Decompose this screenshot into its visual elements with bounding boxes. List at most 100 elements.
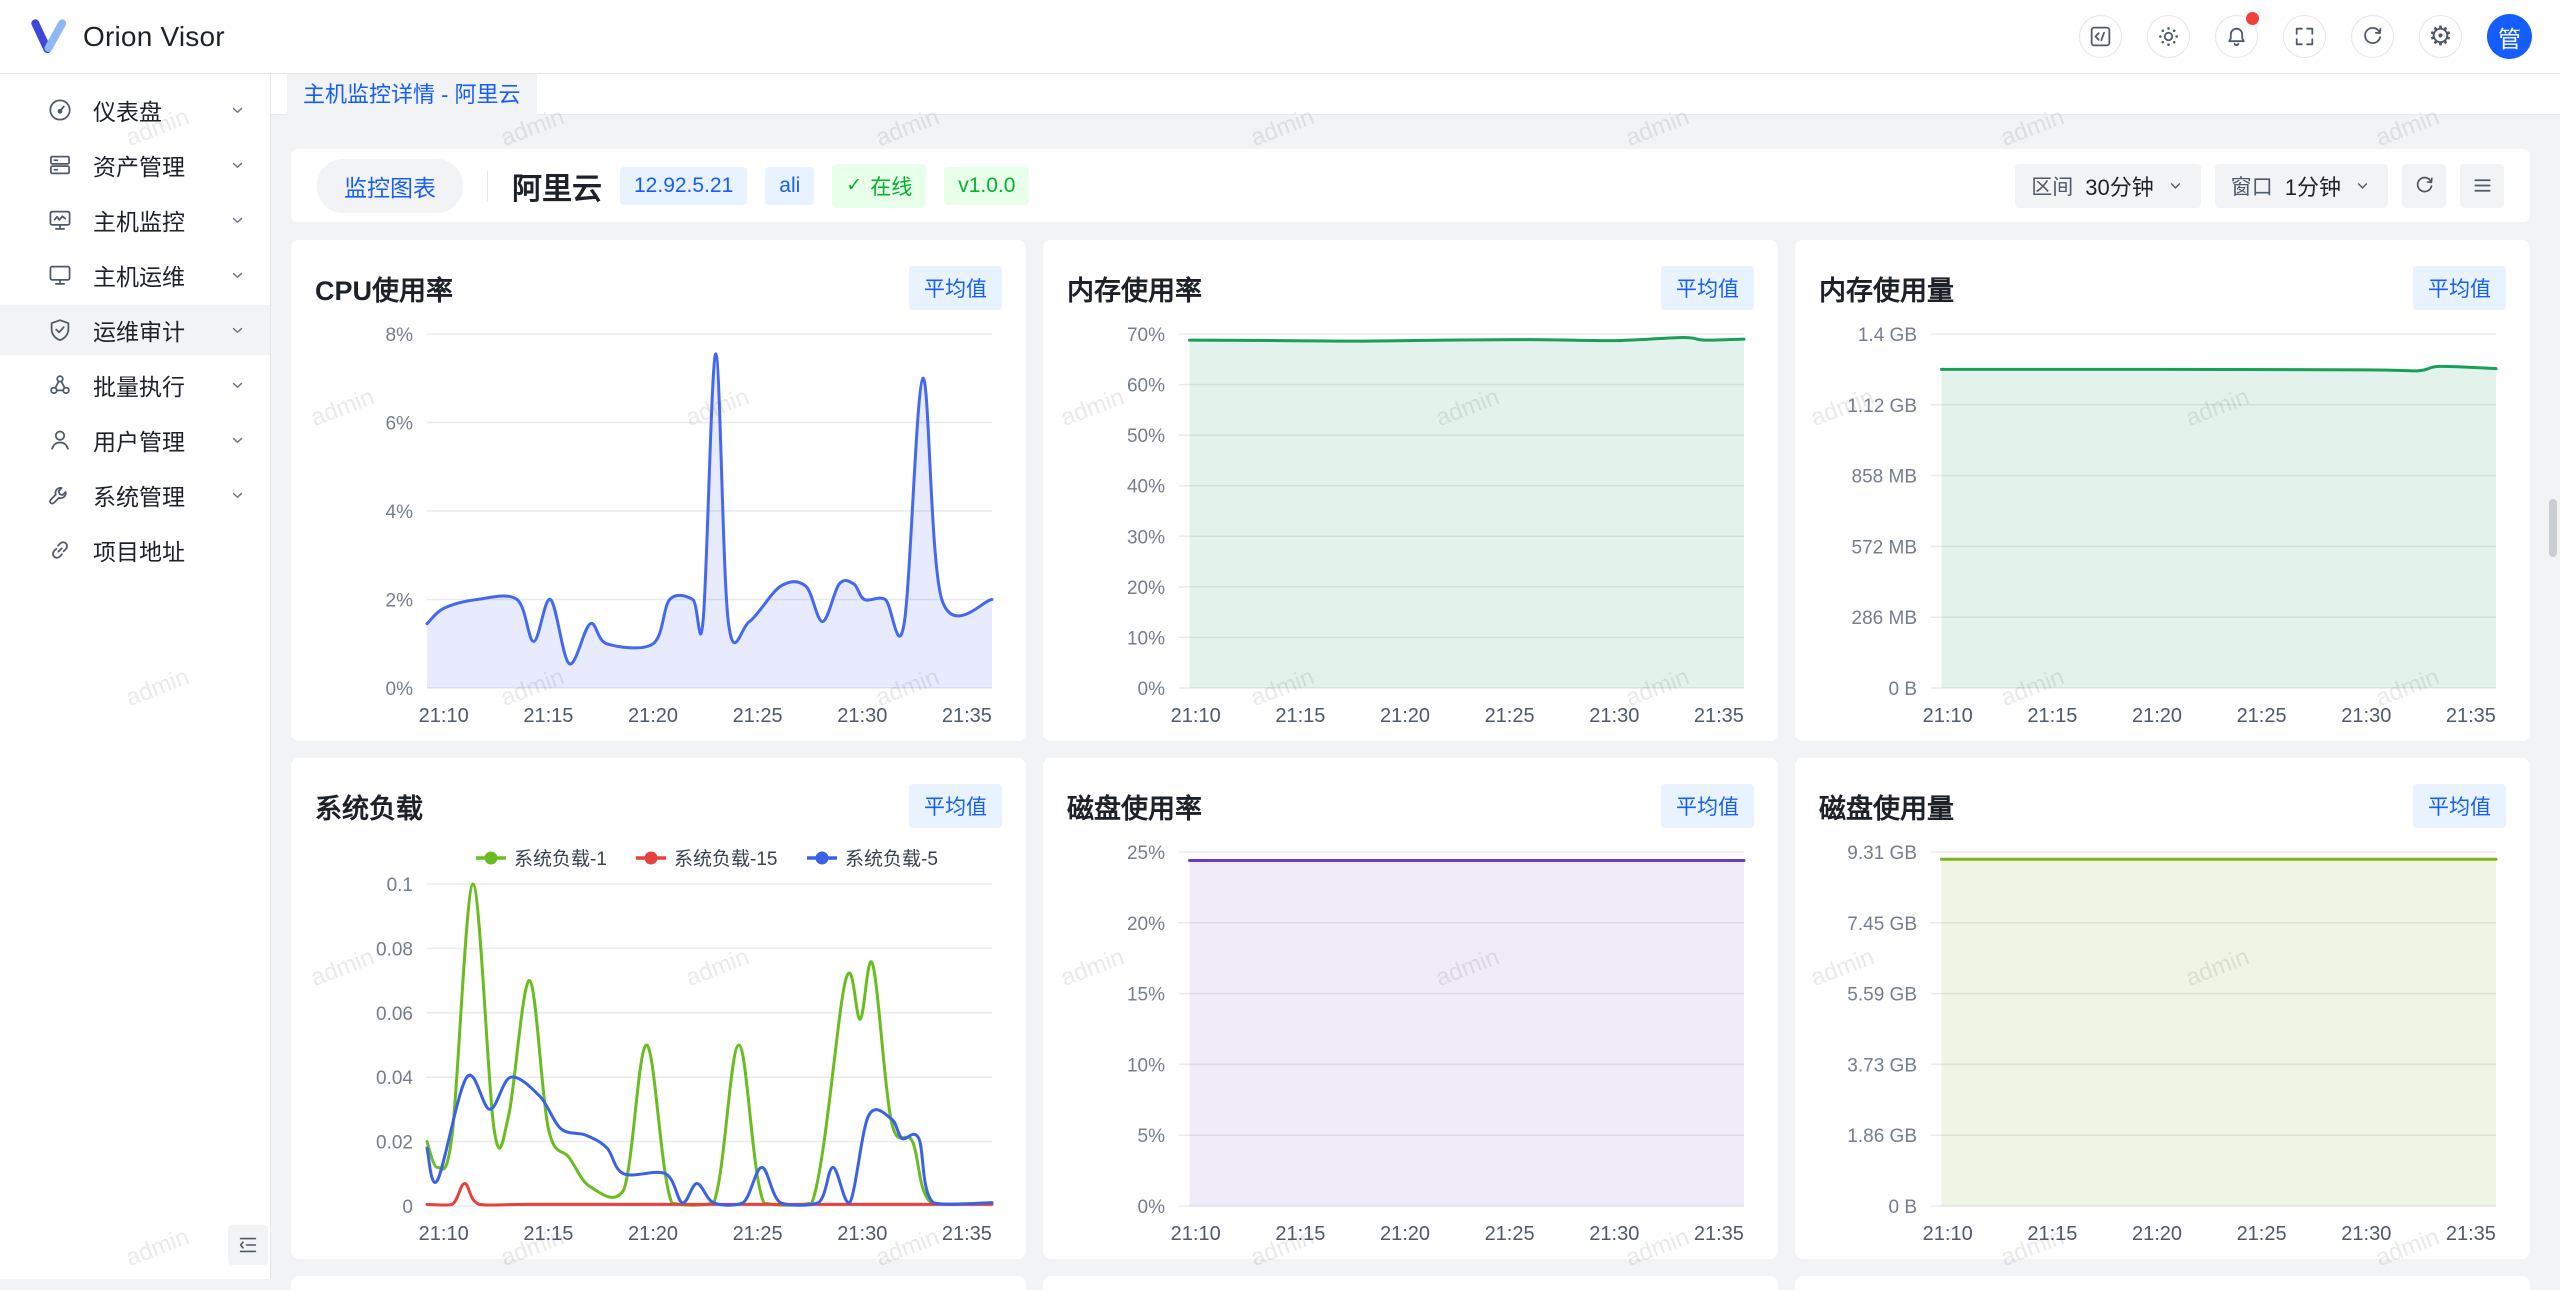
svg-text:21:20: 21:20 bbox=[2132, 1223, 2182, 1245]
chart-title: CPU使用率 bbox=[315, 269, 453, 308]
svg-text:40%: 40% bbox=[1127, 477, 1165, 498]
sidebar-item-assets[interactable]: 资产管理 bbox=[0, 140, 270, 190]
svg-text:0%: 0% bbox=[1138, 1197, 1166, 1218]
chevron-down-icon bbox=[227, 430, 248, 451]
chevron-down-icon bbox=[227, 265, 248, 286]
chart-title: 磁盘使用量 bbox=[1819, 787, 1954, 826]
svg-text:30%: 30% bbox=[1127, 527, 1165, 548]
sidebar-item-label: 主机监控 bbox=[93, 203, 227, 237]
sidebar-item-label: 仪表盘 bbox=[93, 93, 227, 127]
svg-text:0%: 0% bbox=[1138, 679, 1166, 700]
svg-text:21:10: 21:10 bbox=[1171, 705, 1221, 727]
svg-text:21:15: 21:15 bbox=[1275, 1223, 1325, 1245]
svg-text:0.06: 0.06 bbox=[376, 1004, 413, 1025]
notifications-button[interactable] bbox=[2215, 15, 2258, 58]
sidebar-item-project-link[interactable]: 项目地址 bbox=[0, 525, 270, 575]
next-row-card-edge bbox=[1795, 1276, 2530, 1290]
svg-text:21:20: 21:20 bbox=[1380, 705, 1430, 727]
menu-fold-icon bbox=[236, 1233, 260, 1257]
svg-text:1.12 GB: 1.12 GB bbox=[1847, 396, 1917, 417]
svg-text:21:10: 21:10 bbox=[1923, 705, 1973, 727]
reload-icon bbox=[2360, 24, 2385, 49]
disk-usage-amount-line-chart[interactable]: 9.31 GB7.45 GB5.59 GB3.73 GB1.86 GB0 B21… bbox=[1819, 832, 2506, 1252]
host-status-badge: ✓在线 bbox=[832, 164, 926, 208]
settings-button[interactable]: ⚙ bbox=[2419, 15, 2462, 58]
sidebar-item-host-monitor[interactable]: 主机监控 bbox=[0, 195, 270, 245]
chevron-down-icon bbox=[227, 210, 248, 231]
divider bbox=[487, 171, 488, 201]
svg-text:1.86 GB: 1.86 GB bbox=[1847, 1126, 1917, 1147]
svg-text:7.45 GB: 7.45 GB bbox=[1847, 914, 1917, 935]
next-row-card-edge bbox=[291, 1276, 1026, 1290]
svg-text:21:25: 21:25 bbox=[733, 1223, 783, 1245]
sidebar-item-system-mgmt[interactable]: 系统管理 bbox=[0, 470, 270, 520]
svg-text:21:10: 21:10 bbox=[419, 1223, 469, 1245]
window-select[interactable]: 窗口 1分钟 bbox=[2215, 164, 2388, 208]
charts-grid-row-3 bbox=[291, 1276, 2530, 1290]
host-ip-badge: 12.92.5.21 bbox=[620, 167, 747, 205]
window-select-value: 1分钟 bbox=[2285, 170, 2341, 202]
svg-text:286 MB: 286 MB bbox=[1852, 608, 1917, 629]
batch-exec-icon bbox=[46, 371, 74, 399]
range-select[interactable]: 区间 30分钟 bbox=[2015, 164, 2200, 208]
host-tag-badge: ali bbox=[765, 167, 814, 205]
host-monitor-icon bbox=[46, 206, 74, 234]
svg-text:21:30: 21:30 bbox=[837, 705, 887, 727]
svg-text:21:30: 21:30 bbox=[2341, 705, 2391, 727]
user-avatar[interactable]: 管 bbox=[2487, 14, 2532, 59]
svg-text:0 B: 0 B bbox=[1888, 1197, 1917, 1218]
monitor-chart-tab[interactable]: 监控图表 bbox=[317, 159, 463, 213]
system-mgmt-icon bbox=[46, 481, 74, 509]
fullscreen-icon bbox=[2292, 24, 2317, 49]
chevron-down-icon bbox=[227, 375, 248, 396]
average-badge: 平均值 bbox=[909, 784, 1002, 828]
sidebar-item-ops-audit[interactable]: 运维审计 bbox=[0, 305, 270, 355]
code-button[interactable] bbox=[2079, 15, 2122, 58]
svg-text:4%: 4% bbox=[386, 502, 414, 523]
svg-text:0: 0 bbox=[402, 1197, 413, 1218]
svg-text:21:10: 21:10 bbox=[419, 705, 469, 727]
ops-audit-icon bbox=[46, 316, 74, 344]
sidebar-item-host-ops[interactable]: 主机运维 bbox=[0, 250, 270, 300]
svg-text:21:15: 21:15 bbox=[523, 705, 573, 727]
dashboard-icon bbox=[46, 96, 74, 124]
sidebar-item-label: 系统管理 bbox=[93, 478, 227, 512]
sidebar: 仪表盘资产管理主机监控主机运维运维审计批量执行用户管理系统管理项目地址 bbox=[0, 74, 271, 1279]
svg-text:0 B: 0 B bbox=[1888, 679, 1917, 700]
fullscreen-button[interactable] bbox=[2283, 15, 2326, 58]
sidebar-item-user-mgmt[interactable]: 用户管理 bbox=[0, 415, 270, 465]
svg-text:21:30: 21:30 bbox=[2341, 1223, 2391, 1245]
chevron-down-icon bbox=[227, 210, 248, 231]
sidebar-item-batch-exec[interactable]: 批量执行 bbox=[0, 360, 270, 410]
svg-text:9.31 GB: 9.31 GB bbox=[1847, 843, 1917, 864]
orion-visor-logo-icon bbox=[30, 19, 68, 55]
sidebar-item-dashboard[interactable]: 仪表盘 bbox=[0, 85, 270, 135]
vertical-scrollbar[interactable] bbox=[2549, 499, 2557, 557]
svg-text:0%: 0% bbox=[386, 679, 414, 700]
range-select-value: 30分钟 bbox=[2085, 170, 2153, 202]
theme-button[interactable] bbox=[2147, 15, 2190, 58]
active-page-tab[interactable]: 主机监控详情 - 阿里云 bbox=[287, 71, 537, 117]
svg-text:572 MB: 572 MB bbox=[1852, 537, 1917, 558]
host-version-badge: v1.0.0 bbox=[944, 167, 1029, 205]
sidebar-item-label: 项目地址 bbox=[93, 533, 248, 567]
svg-text:10%: 10% bbox=[1127, 628, 1165, 649]
sidebar-collapse-button[interactable] bbox=[228, 1225, 268, 1265]
reload-button[interactable] bbox=[2351, 15, 2394, 58]
status-text: 在线 bbox=[870, 171, 912, 201]
svg-text:21:15: 21:15 bbox=[2027, 1223, 2077, 1245]
svg-text:21:30: 21:30 bbox=[837, 1223, 887, 1245]
chart-list-button[interactable] bbox=[2460, 164, 2504, 208]
refresh-charts-button[interactable] bbox=[2402, 164, 2446, 208]
assets-icon bbox=[46, 151, 74, 179]
svg-text:6%: 6% bbox=[386, 414, 414, 435]
